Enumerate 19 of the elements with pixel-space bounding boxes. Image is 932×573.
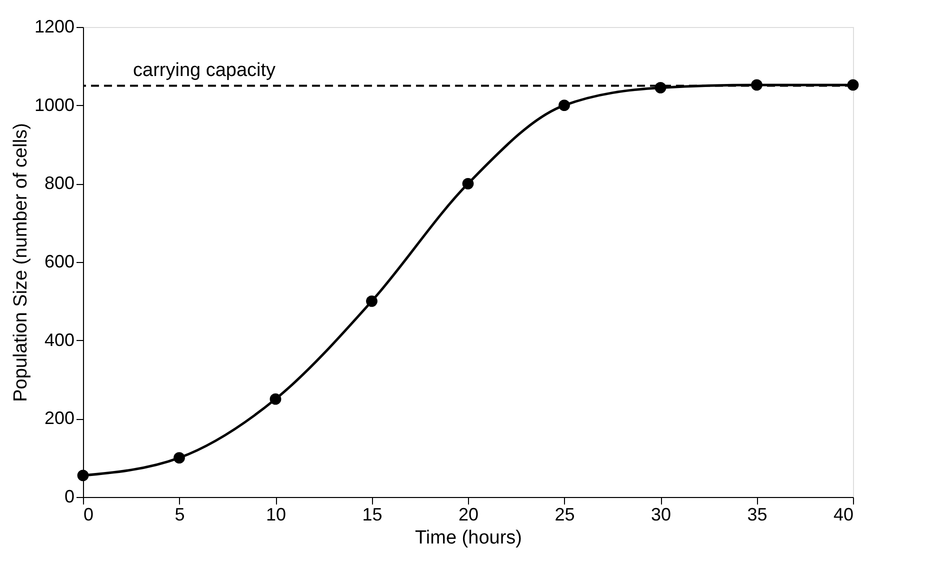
x-tick-label: 10 — [266, 504, 286, 524]
y-tick-label: 400 — [44, 330, 74, 350]
y-tick-label: 1000 — [34, 94, 74, 115]
y-tick-label: 800 — [44, 173, 74, 194]
x-tick-label: 25 — [554, 504, 575, 524]
x-tick-label: 20 — [458, 504, 479, 524]
x-tick-label: 5 — [174, 504, 185, 524]
x-tick-label: 15 — [362, 504, 382, 524]
x-tick-label: 0 — [84, 504, 94, 524]
x-tick-label: 35 — [747, 504, 768, 524]
y-tick-label: 0 — [64, 486, 74, 506]
y-axis-title: Population Size (number of cells) — [10, 123, 32, 402]
y-tick-label: 600 — [44, 252, 74, 272]
y-tick-label: 200 — [44, 408, 74, 428]
x-axis-title: Time (hours) — [415, 528, 522, 548]
x-tick-label: 30 — [650, 504, 672, 524]
x-tick-label: 40 — [833, 504, 854, 524]
y-tick-label: 1200 — [34, 16, 74, 36]
ref-line-label: carrying capacity — [133, 60, 276, 81]
